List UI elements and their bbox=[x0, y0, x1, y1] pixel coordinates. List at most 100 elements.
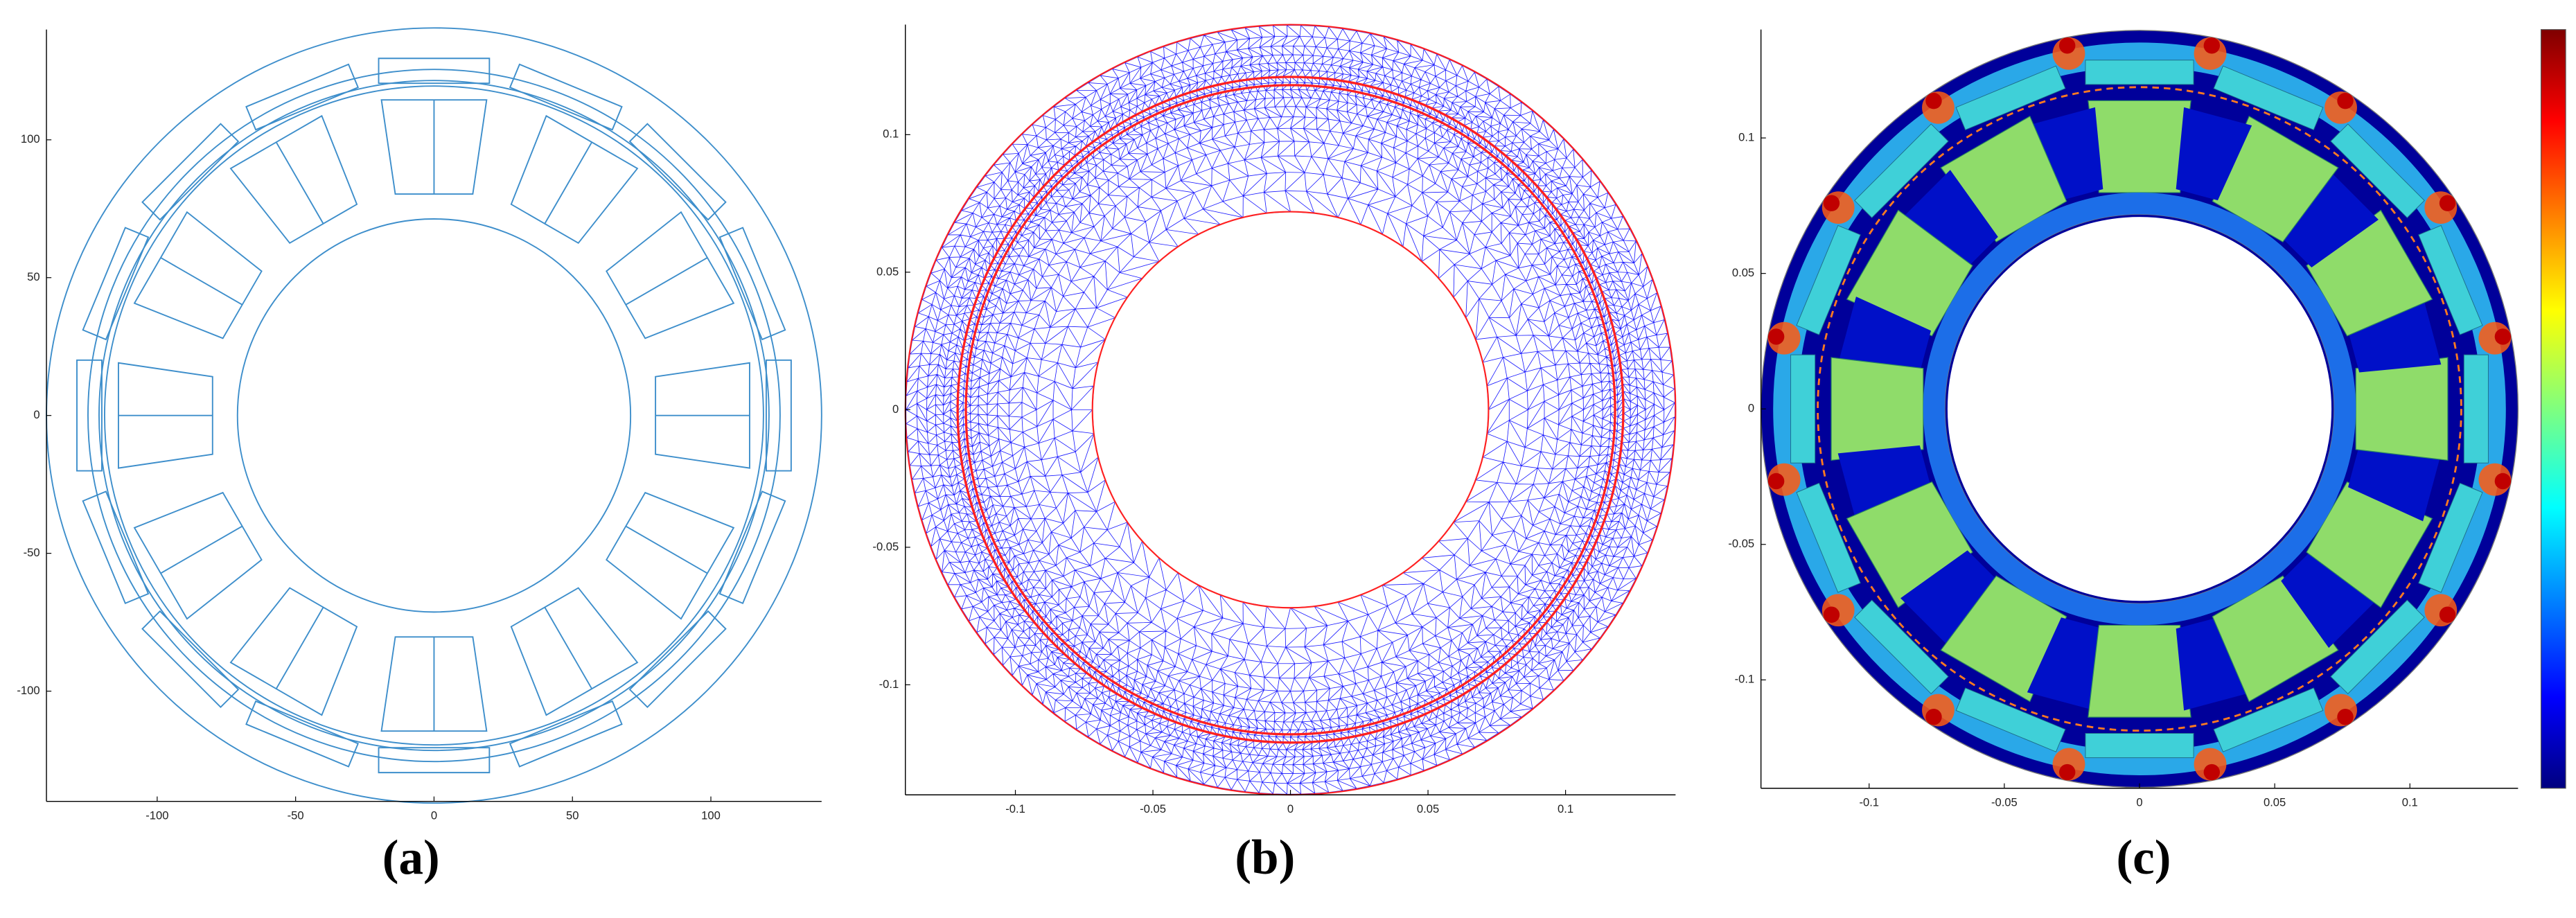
slot bbox=[1846, 209, 1973, 337]
slot bbox=[1940, 575, 2067, 703]
slot bbox=[655, 362, 750, 469]
y-tick-label: 0.05 bbox=[1732, 266, 1754, 279]
yoke-field bbox=[1773, 42, 2506, 775]
magnet bbox=[2330, 599, 2425, 695]
y-tick-label: -0.05 bbox=[1728, 537, 1754, 550]
slot bbox=[510, 587, 639, 716]
slot-divider bbox=[160, 525, 243, 574]
magnet bbox=[1955, 65, 2066, 131]
magnet bbox=[718, 227, 786, 341]
magnet bbox=[628, 610, 727, 709]
y-tick-label: 0.05 bbox=[876, 265, 899, 278]
hotspot bbox=[2439, 195, 2456, 211]
magnet bbox=[378, 58, 491, 85]
x-tick-label: 0.05 bbox=[2264, 795, 2286, 809]
hotspot bbox=[2203, 763, 2221, 781]
magnet bbox=[141, 123, 240, 221]
slot bbox=[510, 114, 639, 245]
slot bbox=[133, 211, 263, 339]
hotspot bbox=[2337, 709, 2354, 725]
slot-divider bbox=[625, 257, 708, 306]
slot bbox=[117, 362, 213, 469]
hotspot bbox=[2337, 92, 2354, 109]
x-tick-label: -100 bbox=[145, 809, 168, 822]
magnet bbox=[2213, 65, 2324, 131]
tooth bbox=[2027, 107, 2103, 201]
magnet bbox=[378, 747, 491, 774]
tooth bbox=[2281, 170, 2379, 268]
panel-label: (a) bbox=[382, 831, 440, 885]
magnet bbox=[2463, 354, 2489, 464]
circle bbox=[104, 85, 764, 746]
slot bbox=[2306, 481, 2433, 608]
y-tick-label: 0.1 bbox=[1738, 130, 1754, 143]
slot bbox=[229, 114, 358, 245]
magnet bbox=[82, 227, 150, 341]
magnet bbox=[2213, 687, 2324, 752]
magnet bbox=[1796, 224, 1861, 335]
slot bbox=[1830, 357, 1924, 461]
y-tick-label: -0.1 bbox=[879, 678, 899, 691]
circle bbox=[98, 80, 770, 752]
slot-divider bbox=[275, 607, 324, 689]
slot-divider bbox=[160, 257, 243, 306]
x-tick-label: 0.1 bbox=[2402, 795, 2418, 809]
panel-label: (c) bbox=[2116, 831, 2171, 885]
x-tick-label: 100 bbox=[701, 809, 721, 822]
tooth bbox=[2281, 550, 2379, 648]
circle bbox=[87, 69, 781, 763]
boundary bbox=[956, 76, 1625, 744]
slot bbox=[1846, 481, 1973, 608]
magnet bbox=[509, 700, 623, 768]
magnet bbox=[509, 63, 623, 131]
tooth bbox=[1900, 550, 1998, 648]
slot bbox=[2306, 209, 2433, 337]
slot bbox=[380, 636, 488, 732]
x-tick-label: 0 bbox=[431, 809, 437, 822]
tooth bbox=[2176, 107, 2252, 201]
magnet bbox=[2418, 224, 2483, 335]
x-tick-label: -50 bbox=[288, 809, 304, 822]
mesh bbox=[905, 24, 1676, 795]
slot bbox=[2355, 357, 2449, 461]
hotspot bbox=[1767, 473, 1785, 490]
tooth bbox=[1837, 445, 1931, 522]
slot bbox=[606, 491, 735, 620]
circle bbox=[236, 218, 632, 613]
slot bbox=[1940, 115, 2067, 242]
boundary bbox=[1091, 211, 1490, 609]
boundary bbox=[964, 84, 1616, 736]
magnet bbox=[1790, 354, 1816, 464]
x-tick-label: -0.05 bbox=[1140, 802, 1166, 815]
magnet bbox=[2085, 60, 2194, 85]
slot bbox=[2088, 624, 2191, 718]
magnet bbox=[628, 123, 727, 221]
x-tick-label: 0.1 bbox=[1558, 802, 1573, 815]
magnet bbox=[141, 610, 240, 709]
hotspot bbox=[2439, 606, 2456, 623]
tooth bbox=[1900, 170, 1998, 268]
y-tick-label: -50 bbox=[24, 546, 40, 559]
magnet bbox=[1854, 599, 1949, 695]
slot-divider bbox=[544, 141, 593, 224]
tooth bbox=[2176, 617, 2252, 711]
y-tick-label: 0.1 bbox=[883, 127, 899, 141]
hotspot bbox=[1925, 709, 1942, 725]
slot-divider bbox=[544, 607, 593, 689]
x-tick-label: 50 bbox=[566, 809, 579, 822]
hotspot bbox=[2494, 473, 2512, 490]
x-tick-label: -0.1 bbox=[1005, 802, 1025, 815]
gap bbox=[1817, 86, 2462, 732]
hotspot bbox=[2494, 328, 2512, 345]
y-tick-label: -100 bbox=[17, 684, 39, 697]
outline bbox=[1944, 213, 2335, 604]
magnet bbox=[2330, 123, 2425, 218]
y-tick-label: 0 bbox=[1748, 402, 1754, 415]
magnet bbox=[765, 359, 792, 472]
slot bbox=[606, 211, 735, 339]
y-tick-label: 100 bbox=[21, 132, 40, 145]
hotspot bbox=[1925, 92, 1942, 109]
magnet bbox=[718, 491, 786, 605]
y-tick-label: -0.05 bbox=[872, 540, 899, 553]
